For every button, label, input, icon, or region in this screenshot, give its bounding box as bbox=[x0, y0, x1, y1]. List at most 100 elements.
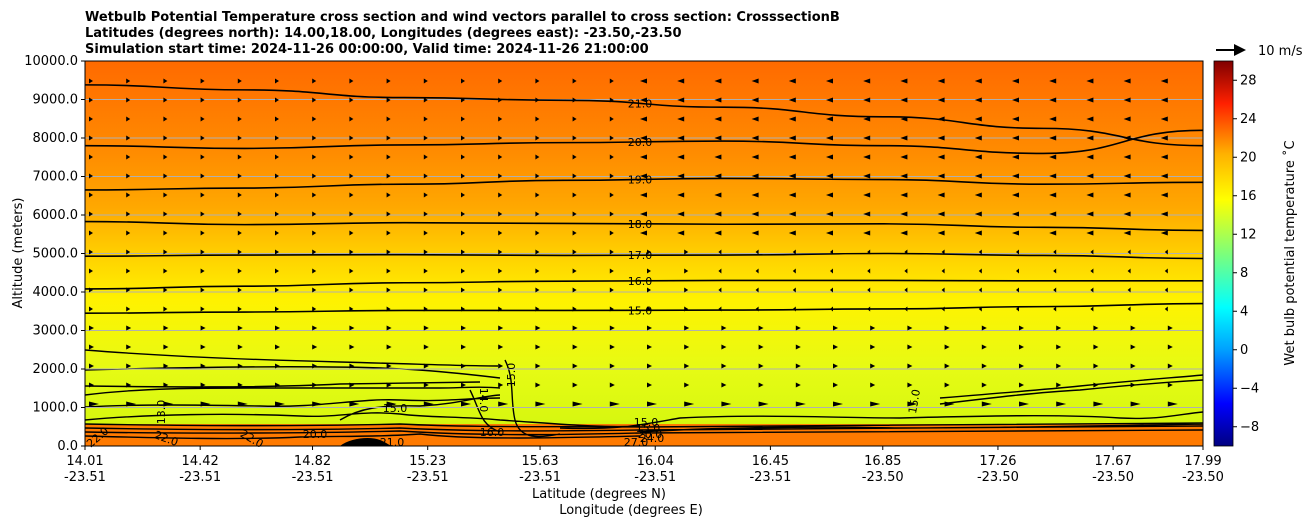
wind-vector bbox=[535, 401, 546, 407]
wind-vector bbox=[349, 306, 354, 312]
wind-vector bbox=[275, 154, 279, 160]
quiver-key-label: 10 m/s bbox=[1258, 44, 1303, 59]
wind-vector bbox=[1093, 325, 1099, 331]
wind-vector bbox=[386, 325, 392, 331]
wind-vector bbox=[423, 116, 428, 122]
wind-vector bbox=[937, 135, 945, 141]
wind-vector bbox=[1012, 192, 1019, 198]
wind-vector bbox=[386, 363, 392, 369]
wind-vector bbox=[498, 344, 504, 350]
wind-vector bbox=[788, 78, 796, 84]
wind-vector bbox=[714, 192, 722, 198]
wind-vector bbox=[941, 249, 945, 255]
contour-label-lower: 15.0 bbox=[634, 416, 659, 429]
wind-vector bbox=[349, 249, 354, 255]
wind-vector bbox=[863, 154, 871, 160]
wind-vector bbox=[423, 230, 428, 236]
wind-vector bbox=[163, 401, 174, 407]
wind-vector bbox=[163, 382, 169, 388]
wind-vector bbox=[788, 211, 796, 217]
wind-vector bbox=[826, 173, 833, 179]
wind-vector bbox=[609, 116, 614, 122]
wind-vector bbox=[974, 192, 982, 198]
wind-vector bbox=[126, 173, 131, 179]
y-tick-label: 8000.0 bbox=[33, 131, 79, 146]
wind-vector bbox=[974, 116, 982, 122]
wind-vector bbox=[312, 154, 317, 160]
wind-vector bbox=[863, 173, 871, 179]
x-tick-label-lat: 17.99 bbox=[1184, 454, 1221, 469]
x-tick-label-lat: 16.04 bbox=[637, 454, 674, 469]
x-tick-label-lon: -23.50 bbox=[1182, 470, 1224, 485]
wind-vector bbox=[461, 325, 466, 331]
wind-vector bbox=[386, 287, 391, 293]
wind-vector bbox=[795, 344, 801, 350]
x-tick-label-lon: -23.51 bbox=[292, 470, 334, 485]
wind-vector bbox=[640, 78, 647, 84]
wind-vector bbox=[974, 78, 982, 84]
wind-vector bbox=[974, 211, 982, 217]
contour-label: 21.0 bbox=[628, 98, 653, 111]
wind-vector bbox=[1164, 249, 1168, 255]
wind-vector bbox=[200, 382, 206, 388]
wind-vector bbox=[386, 382, 392, 388]
wind-vector bbox=[1093, 363, 1099, 369]
wind-vector bbox=[792, 268, 796, 274]
wind-vector bbox=[535, 287, 540, 293]
wind-vector bbox=[1086, 154, 1094, 160]
wind-vector bbox=[163, 306, 168, 312]
wind-vector bbox=[572, 116, 577, 122]
wind-vector bbox=[609, 135, 614, 141]
wind-vector bbox=[461, 401, 471, 407]
wind-vector bbox=[423, 154, 428, 160]
wind-vector bbox=[1019, 382, 1024, 388]
wind-vector bbox=[1012, 211, 1019, 217]
wind-vector bbox=[900, 135, 908, 141]
wind-vector bbox=[758, 401, 769, 407]
wind-vector bbox=[423, 268, 428, 274]
wind-vector bbox=[830, 268, 833, 274]
wind-vector bbox=[349, 173, 354, 179]
wind-vector bbox=[312, 363, 318, 369]
wind-vector bbox=[126, 192, 131, 198]
wind-vector bbox=[1123, 78, 1131, 84]
wind-vector bbox=[1130, 325, 1136, 331]
wind-vector bbox=[535, 173, 540, 179]
wind-vector bbox=[89, 211, 93, 217]
wind-vector bbox=[237, 230, 242, 236]
y-tick-label: 3000.0 bbox=[33, 324, 79, 339]
wind-vector bbox=[89, 97, 93, 103]
wind-vector bbox=[89, 401, 99, 407]
wind-vector bbox=[1016, 306, 1019, 312]
wind-vector bbox=[788, 116, 796, 122]
colorbar-label: Wet bulb potential temperature ˚C bbox=[1282, 140, 1298, 365]
wind-vector bbox=[200, 154, 205, 160]
wind-vector bbox=[1012, 97, 1019, 103]
wind-vector bbox=[572, 401, 583, 407]
wind-vector bbox=[974, 97, 982, 103]
wind-vector bbox=[677, 211, 685, 217]
wind-vector bbox=[1090, 249, 1094, 255]
contour-label: 16.0 bbox=[628, 275, 653, 288]
contour-label-lower: 20.0 bbox=[638, 428, 663, 441]
wind-vector bbox=[498, 173, 503, 179]
colorbar-ticks: −8 −4 0 4 8 12 16 20 24 28 bbox=[1233, 73, 1259, 435]
wind-vector bbox=[200, 116, 205, 122]
colorbar-tick-label: 8 bbox=[1240, 266, 1248, 281]
wind-vector bbox=[423, 287, 428, 293]
wind-vector bbox=[1130, 401, 1141, 407]
wind-vector bbox=[900, 97, 908, 103]
wind-vector bbox=[349, 154, 354, 160]
wind-vector bbox=[275, 306, 279, 312]
y-tick-label: 4000.0 bbox=[33, 285, 79, 300]
wind-vector bbox=[863, 78, 871, 84]
wind-vector bbox=[461, 287, 465, 293]
wind-vector bbox=[937, 173, 945, 179]
wind-vector bbox=[423, 173, 428, 179]
wind-vector bbox=[640, 173, 647, 179]
wind-vector bbox=[498, 154, 503, 160]
wind-vector bbox=[89, 344, 94, 350]
wind-vector bbox=[1012, 154, 1019, 160]
wind-vector bbox=[572, 268, 577, 274]
wind-vector bbox=[461, 116, 465, 122]
